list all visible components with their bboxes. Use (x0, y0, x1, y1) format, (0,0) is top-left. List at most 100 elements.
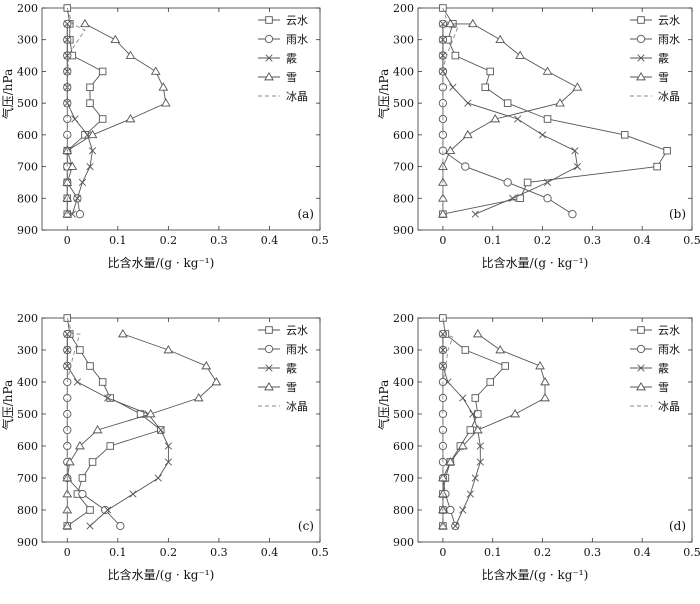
data-point (98, 378, 107, 386)
data-point (568, 209, 577, 219)
y-tick-label: 400 (393, 376, 414, 389)
legend-marker (264, 72, 274, 81)
y-tick-label: 900 (393, 224, 414, 237)
data-point-stroke-b (83, 131, 92, 139)
series-1 (438, 19, 577, 219)
series-4 (442, 317, 454, 526)
legend-item: 雨水 (258, 343, 308, 356)
y-tick-label: 300 (393, 344, 414, 357)
y-tick-label: 400 (393, 65, 414, 78)
data-point (63, 20, 71, 28)
data-point (117, 329, 128, 338)
data-point-stroke-b (439, 362, 447, 370)
x-tick-label: 0 (64, 546, 71, 559)
x-tick-label: 0 (439, 234, 446, 247)
data-point (503, 99, 512, 107)
legend-label: 霰 (286, 362, 297, 375)
legend-label: 冰晶 (286, 400, 308, 413)
data-point-stroke-b (471, 210, 479, 218)
data-point (78, 474, 87, 482)
data-point (80, 18, 90, 28)
data-point (101, 505, 110, 515)
data-point-stroke-b (543, 178, 552, 187)
series-line (442, 317, 454, 526)
legend-marker (636, 34, 646, 44)
legend-marker (264, 344, 274, 354)
x-tick-label: 0.2 (534, 546, 552, 559)
series-line (66, 317, 81, 526)
data-point (98, 67, 107, 76)
legend-marker (264, 382, 274, 391)
data-point (78, 178, 87, 187)
y-tick-label: 200 (17, 312, 38, 325)
data-point (63, 36, 71, 44)
legend-label: 雨水 (286, 343, 308, 356)
data-point-stroke-b (63, 36, 71, 44)
data-point (471, 210, 479, 218)
data-point (449, 83, 457, 91)
legend-marker (265, 364, 273, 372)
data-point-stroke-b (63, 346, 71, 354)
data-point (193, 393, 204, 402)
data-point-stroke-b (129, 490, 137, 498)
data-point-stroke-b (464, 99, 472, 107)
x-tick-label: 0.5 (683, 546, 700, 559)
legend-label: 雪 (286, 71, 297, 84)
y-tick-label: 200 (393, 2, 414, 15)
data-point (466, 426, 475, 434)
data-point (158, 82, 169, 91)
data-point (129, 490, 137, 498)
data-point (523, 178, 532, 187)
data-point (543, 178, 552, 187)
data-point (73, 378, 82, 386)
data-point (104, 506, 112, 514)
data-point (145, 409, 156, 418)
legend-label: 云水 (658, 324, 680, 337)
panel-label: (b) (669, 207, 686, 221)
data-point (503, 178, 512, 187)
data-point (444, 378, 452, 386)
legend-item: 雪 (258, 71, 297, 84)
data-point (86, 522, 94, 530)
data-point (543, 115, 552, 123)
y-tick-label: 700 (17, 472, 38, 485)
data-point (439, 330, 447, 338)
y-axis-title: 气压/hPa (376, 69, 391, 119)
x-tick-label: 0.3 (584, 234, 602, 247)
data-point (543, 194, 552, 203)
panel-a: 0 0.1 0.2 0.3 0.4 0.5 200 300 400 500 600 700 800 900… (0, 2, 329, 270)
legend-marker-stroke-b (637, 54, 645, 62)
plot-frame (41, 7, 321, 231)
x-tick-label: 0.1 (109, 546, 127, 559)
legend-item: 霰 (630, 362, 669, 375)
y-tick-label: 300 (17, 34, 38, 47)
legend-item: 雨水 (258, 33, 308, 46)
x-tick-label: 0.1 (109, 234, 127, 247)
data-point-stroke-b (476, 458, 484, 466)
x-tick-label: 0.4 (261, 234, 279, 247)
legend-marker-stroke-b (265, 54, 273, 62)
data-point (509, 194, 517, 202)
data-point (88, 458, 97, 466)
data-point (486, 378, 494, 386)
legend-marker (636, 344, 646, 354)
data-point (653, 162, 661, 171)
data-point (86, 83, 94, 92)
data-point (110, 34, 121, 44)
data-point (73, 194, 82, 202)
data-point (98, 115, 107, 123)
panel-d: 0 0.1 0.2 0.3 0.4 0.5 200 300 400 500 600 700 800 900… (376, 312, 700, 582)
panel-label: (a) (297, 207, 314, 221)
x-tick-label: 0.4 (633, 546, 651, 559)
y-tick-label: 600 (17, 440, 38, 453)
data-point (457, 441, 468, 450)
series-3 (438, 329, 550, 530)
data-point (201, 361, 212, 370)
data-point-stroke-b (459, 506, 467, 514)
legend-label: 雪 (658, 71, 669, 84)
series-3 (62, 329, 222, 530)
series-4 (442, 7, 459, 215)
